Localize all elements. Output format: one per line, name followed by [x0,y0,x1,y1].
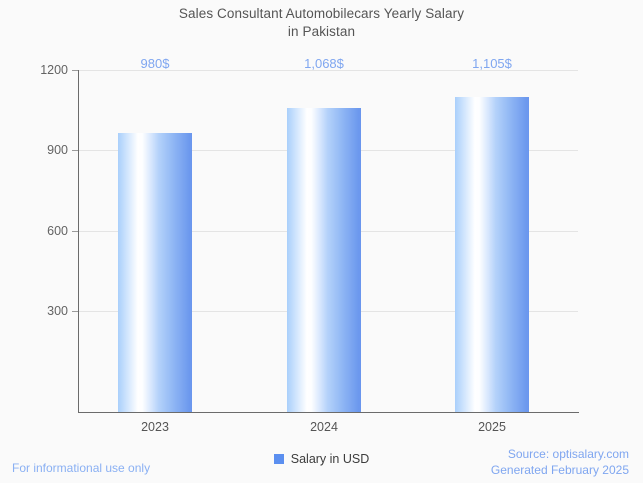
generated-text: Generated February 2025 [490,463,629,477]
y-tick-mark-900 [72,150,78,151]
bar-fill [118,133,192,412]
bar-2024[interactable] [287,108,361,412]
y-tick-mark-1200 [72,70,78,71]
source-info: Source: optisalary.com Generated Februar… [491,446,629,478]
x-axis-label-2023: 2023 [141,420,169,434]
bar-fill [287,108,361,412]
value-label-2023: 980$ [140,56,170,71]
bar-2025[interactable] [455,97,529,412]
value-label-2025: 1,105$ [472,56,512,71]
legend-swatch-icon [273,454,284,464]
y-axis-labels: 1200 900 600 300 [0,0,68,483]
source-text: Source: optisalary.com [507,447,629,461]
disclaimer-text: For informational use only [12,461,151,475]
gridline-1200 [78,70,578,71]
bars-layer [78,70,578,412]
y-tick-mark-600 [72,231,78,232]
chart-title: Sales Consultant Automobilecars Yearly S… [0,5,643,41]
bar-2023[interactable] [118,133,192,412]
x-axis-label-2025: 2025 [478,420,506,434]
y-axis-tick-label: 900 [47,143,68,157]
chart-legend: Salary in USD [0,452,643,466]
y-tick-mark-300 [72,311,78,312]
chart-title-line-2: in Pakistan [287,24,356,39]
legend-item-salary[interactable]: Salary in USD [273,452,370,466]
value-label-2024: 1,068$ [304,56,344,71]
y-axis-tick-label: 600 [47,224,68,238]
chart-title-line-1: Sales Consultant Automobilecars Yearly S… [178,6,465,21]
y-axis-tick-label: 1200 [40,63,68,77]
x-axis-label-2024: 2024 [310,420,338,434]
bar-fill [455,97,529,412]
y-axis-line [78,70,79,413]
legend-item-label: Salary in USD [290,452,370,466]
y-axis-tick-label: 300 [47,304,68,318]
x-axis-line [78,412,579,413]
